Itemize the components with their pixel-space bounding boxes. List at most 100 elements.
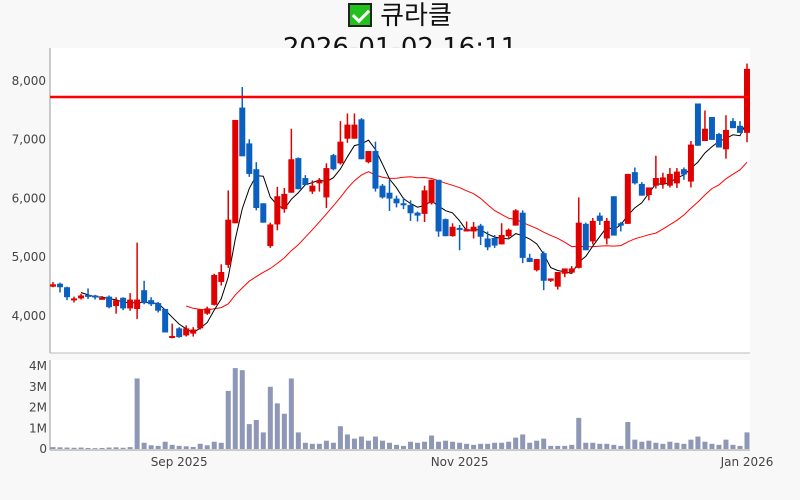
candle-body xyxy=(218,271,225,282)
candle xyxy=(744,63,750,143)
candle-body xyxy=(141,290,148,304)
volume-bar xyxy=(78,447,84,449)
stock-name: 큐라클 xyxy=(380,1,452,31)
volume-bar xyxy=(218,442,224,449)
candle xyxy=(505,228,512,238)
candle-body xyxy=(659,177,666,184)
candle xyxy=(267,222,274,248)
candle-body xyxy=(582,223,589,251)
volume-bar xyxy=(464,443,470,449)
candle xyxy=(680,167,687,180)
volume-bar xyxy=(309,443,315,449)
candle-body xyxy=(162,308,169,333)
candle xyxy=(491,234,498,248)
candle-body xyxy=(428,179,435,204)
candle xyxy=(393,195,400,208)
candle xyxy=(246,139,253,177)
candle xyxy=(197,308,204,330)
candle xyxy=(71,296,78,303)
volume-bar xyxy=(148,445,154,449)
candle xyxy=(708,116,715,140)
candle-body xyxy=(148,300,155,305)
volume-bar xyxy=(211,441,217,449)
candle xyxy=(736,121,743,133)
candle-body xyxy=(449,226,456,237)
candle xyxy=(260,203,267,223)
volume-bar xyxy=(99,447,105,449)
candle-body xyxy=(708,116,715,140)
volume-bar xyxy=(527,442,533,449)
candle-body xyxy=(127,299,134,309)
volume-bar xyxy=(646,440,652,449)
candle-body xyxy=(183,328,190,336)
price-tick-label: 8,000 xyxy=(12,74,46,88)
volume-bar xyxy=(611,444,617,449)
candle xyxy=(631,167,638,185)
candle-body xyxy=(281,193,288,210)
volume-bar xyxy=(176,445,182,449)
candle-body xyxy=(57,283,64,288)
candle xyxy=(596,212,603,226)
candle-body xyxy=(477,225,484,237)
candle xyxy=(540,251,547,291)
candle xyxy=(253,162,260,211)
candle xyxy=(456,225,463,251)
candle xyxy=(554,271,561,290)
volume-bar xyxy=(204,445,210,449)
candle xyxy=(274,186,281,231)
candle xyxy=(666,168,673,188)
candle xyxy=(204,306,211,315)
candle-body xyxy=(134,299,141,309)
volume-bar xyxy=(358,436,364,449)
x-tick-label: Jan 2026 xyxy=(720,455,774,469)
candle xyxy=(582,222,589,251)
candle xyxy=(568,266,575,274)
volume-bar xyxy=(450,441,456,449)
candle xyxy=(148,297,155,307)
volume-bar xyxy=(541,438,547,449)
candle xyxy=(106,295,113,309)
candle-body xyxy=(400,203,407,206)
volume-bar xyxy=(372,436,378,449)
candle xyxy=(722,115,729,159)
candle-body xyxy=(617,223,624,226)
candle-body xyxy=(491,237,498,246)
volume-bar xyxy=(260,432,266,449)
candle-body xyxy=(526,257,533,262)
candle xyxy=(141,280,148,305)
candle-body xyxy=(596,215,603,221)
volume-bar xyxy=(499,442,505,449)
candle xyxy=(659,172,666,189)
volume-bar xyxy=(443,440,449,449)
volume-bar xyxy=(723,439,729,449)
candle-body xyxy=(729,121,736,129)
volume-bar xyxy=(197,443,203,449)
volume-bar xyxy=(730,444,736,449)
volume-bar xyxy=(632,439,638,449)
price-tick-label: 7,000 xyxy=(12,133,46,147)
price-panel xyxy=(50,48,750,353)
candle-body xyxy=(687,144,694,182)
candle xyxy=(617,222,624,232)
candle xyxy=(57,282,64,293)
volume-tick-label: 0 xyxy=(39,442,47,456)
candle-body xyxy=(533,259,540,271)
volume-bar xyxy=(379,440,385,449)
volume-bar xyxy=(365,440,371,449)
price-tick-label: 6,000 xyxy=(12,191,46,205)
candle-body xyxy=(603,220,610,239)
candle-body xyxy=(568,268,575,273)
candle xyxy=(477,223,484,245)
candle xyxy=(113,297,120,314)
candle xyxy=(134,242,141,319)
candle xyxy=(652,155,659,189)
candle xyxy=(519,210,526,264)
candle xyxy=(589,217,596,245)
candle xyxy=(295,157,302,190)
candle xyxy=(547,278,554,282)
candle-body xyxy=(260,203,267,223)
volume-bar xyxy=(57,447,63,449)
volume-bar xyxy=(64,447,70,449)
candle xyxy=(50,281,56,288)
candle xyxy=(183,325,190,337)
